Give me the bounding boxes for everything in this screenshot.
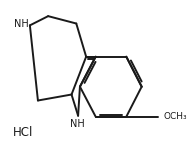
Text: NH: NH [70, 119, 85, 129]
Text: HCl: HCl [13, 126, 33, 139]
Text: OCH₃: OCH₃ [163, 112, 187, 121]
Text: NH: NH [14, 19, 29, 29]
